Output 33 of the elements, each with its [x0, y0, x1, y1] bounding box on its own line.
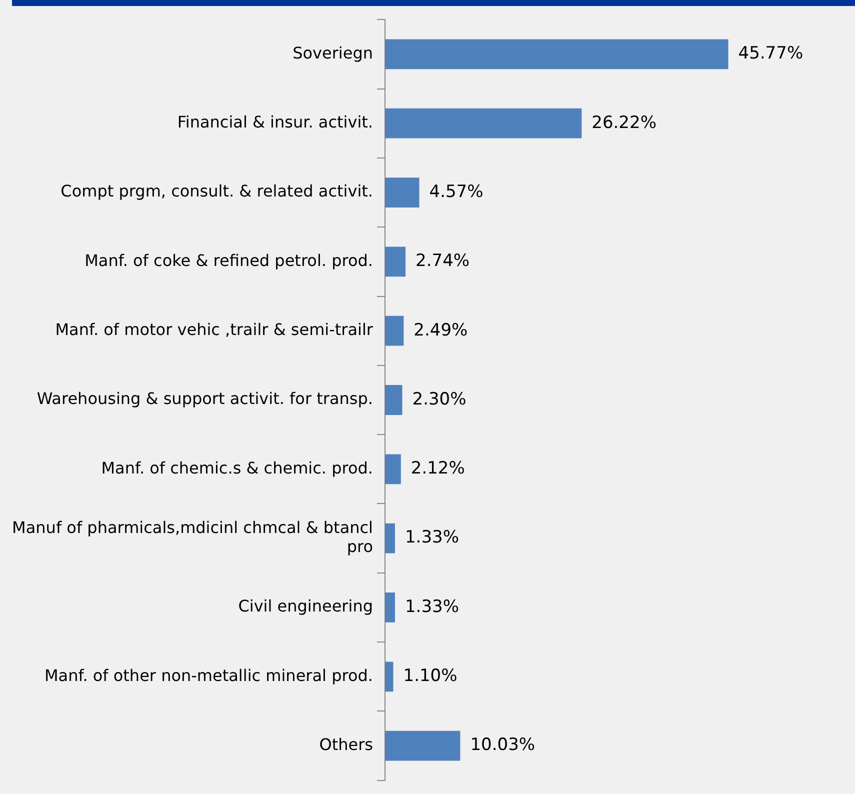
y-tick-label: Others	[319, 734, 373, 754]
data-label: 10.03%	[470, 735, 536, 756]
data-label: 1.33%	[404, 528, 459, 548]
data-label: 1.10%	[403, 666, 458, 686]
bar	[385, 316, 404, 346]
data-label: 2.12%	[410, 458, 465, 479]
y-tick-label: Soveriegn	[292, 43, 373, 62]
bar	[385, 246, 406, 277]
bar	[385, 730, 460, 761]
data-label: 2.74%	[416, 251, 470, 272]
bar	[385, 662, 394, 692]
bar	[385, 592, 395, 622]
y-tick-label: Compt prgm, consult. & related activit.	[60, 182, 373, 201]
y-tick-label: Warehousing & support activit. for transp.	[36, 389, 373, 408]
y-tick-label: Manf. of other non-metallic mineral prod.	[44, 666, 373, 685]
y-tick-label: Manf. of motor vehic ,trailr & semi-trailr	[55, 320, 374, 339]
y-tick-label: Civil engineering	[238, 596, 373, 616]
bar	[385, 178, 420, 208]
bar	[385, 385, 402, 415]
data-label: 2.49%	[414, 320, 468, 340]
data-label: 45.77%	[738, 44, 804, 64]
data-label: 1.33%	[404, 596, 459, 617]
bar	[385, 39, 728, 70]
bar	[385, 108, 582, 138]
data-label: 4.57%	[429, 182, 484, 202]
y-tick-label: Manf. of chemic.s & chemic. prod.	[101, 458, 373, 478]
data-label: 2.30%	[412, 389, 466, 410]
y-tick-label: Manuf of pharmicals,mdicinl chmcal & btancl pro	[12, 518, 373, 556]
bar	[385, 454, 401, 484]
y-tick-label: Manf. of coke & refined petrol. prod.	[84, 250, 373, 270]
y-tick-label: Financial & insur. activit.	[177, 112, 373, 132]
bar	[385, 523, 395, 554]
data-label: 26.22%	[592, 112, 656, 133]
